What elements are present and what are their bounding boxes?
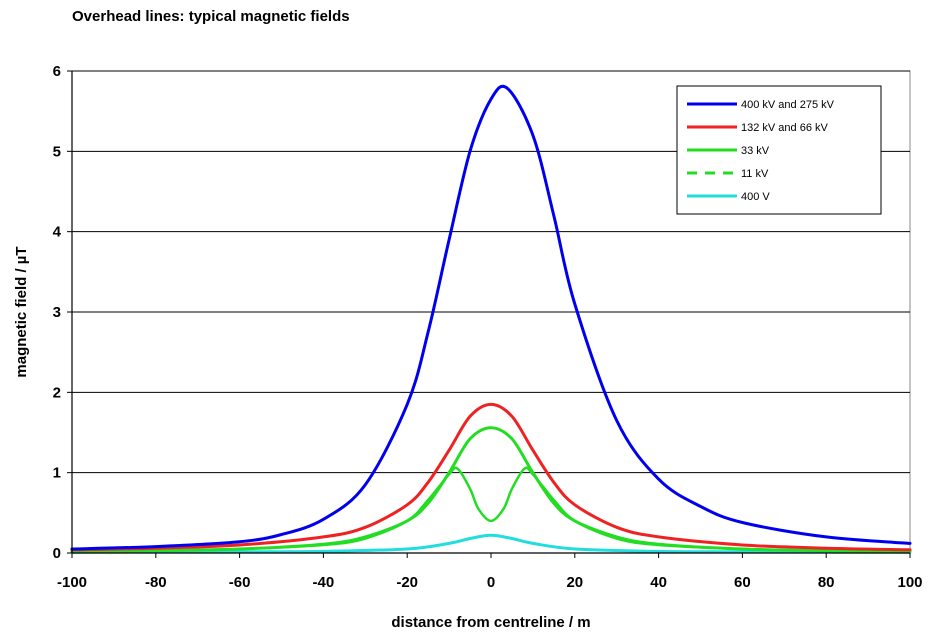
y-tick-label: 5 xyxy=(53,143,61,160)
y-axis-ticks: 0 1 2 3 4 5 6 xyxy=(53,63,72,562)
y-tick-label: 0 xyxy=(53,545,61,562)
y-tick-label: 4 xyxy=(53,224,62,241)
x-tick-label: -40 xyxy=(313,574,335,591)
series-lines xyxy=(70,84,912,554)
y-tick-label: 1 xyxy=(53,465,61,482)
y-tick-label: 2 xyxy=(53,384,61,401)
x-tick-label: -20 xyxy=(396,574,418,591)
legend-label: 132 kV and 66 kV xyxy=(741,122,829,134)
gridlines xyxy=(72,70,910,474)
x-tick-label: 0 xyxy=(487,574,495,591)
x-tick-label: 40 xyxy=(650,574,667,591)
series-line-1 xyxy=(70,402,912,552)
y-tick-label: 6 xyxy=(53,63,61,80)
x-tick-label: -100 xyxy=(57,574,87,591)
x-axis-title: distance from centreline / m xyxy=(391,614,590,631)
chart-title: Overhead lines: typical magnetic fields xyxy=(72,8,350,25)
x-tick-label: 60 xyxy=(734,574,751,591)
y-tick-label: 3 xyxy=(53,304,61,321)
x-axis-ticks: -100 -80 -60 -40 -20 0 20 40 60 80 100 xyxy=(57,553,923,591)
series-line-2 xyxy=(70,426,912,553)
legend: 400 kV and 275 kV 132 kV and 66 kV 33 kV 11… xyxy=(676,85,882,215)
x-tick-label: 100 xyxy=(897,574,922,591)
x-tick-label: 80 xyxy=(818,574,835,591)
x-tick-label: -80 xyxy=(145,574,167,591)
series-line-0 xyxy=(70,84,912,551)
x-tick-label: 20 xyxy=(566,574,583,591)
y-axis-title: magnetic field / µT xyxy=(13,246,30,377)
legend-label: 11 kV xyxy=(741,168,769,180)
x-tick-label: -60 xyxy=(229,574,251,591)
legend-label: 400 V xyxy=(741,191,770,203)
series-line-4 xyxy=(70,533,912,554)
legend-label: 33 kV xyxy=(741,145,770,157)
legend-label: 400 kV and 275 kV xyxy=(741,99,835,111)
